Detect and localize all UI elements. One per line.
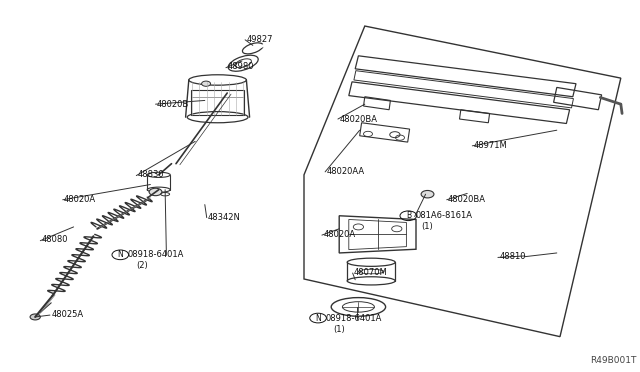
Text: 48020AA: 48020AA (326, 167, 365, 176)
Text: 48020A: 48020A (323, 230, 355, 239)
Text: 49827: 49827 (246, 35, 273, 44)
Text: N: N (118, 250, 123, 259)
Text: 48810: 48810 (499, 252, 525, 261)
Circle shape (30, 314, 40, 320)
Text: 48980: 48980 (227, 62, 253, 71)
Text: 48080: 48080 (42, 235, 68, 244)
Text: 08918-6401A: 08918-6401A (325, 314, 381, 323)
Text: 08918-6401A: 08918-6401A (128, 250, 184, 259)
Text: 48020BA: 48020BA (339, 115, 377, 124)
Text: 48025A: 48025A (51, 310, 83, 319)
Circle shape (421, 190, 434, 198)
Text: 48020BA: 48020BA (448, 195, 486, 203)
Text: 48342N: 48342N (208, 213, 241, 222)
Text: 48070M: 48070M (354, 268, 388, 277)
Text: 48971M: 48971M (474, 141, 508, 150)
Text: B: B (406, 211, 411, 220)
Circle shape (202, 81, 211, 86)
Text: 48020A: 48020A (64, 195, 96, 203)
Text: 081A6-8161A: 081A6-8161A (416, 211, 473, 220)
Text: 48830: 48830 (138, 170, 164, 179)
Text: N: N (316, 314, 321, 323)
Text: (1): (1) (333, 325, 344, 334)
Text: R49B001T: R49B001T (591, 356, 637, 365)
Text: (1): (1) (421, 222, 433, 231)
Circle shape (149, 188, 162, 196)
Text: (2): (2) (136, 262, 148, 270)
Text: 48020B: 48020B (157, 100, 189, 109)
